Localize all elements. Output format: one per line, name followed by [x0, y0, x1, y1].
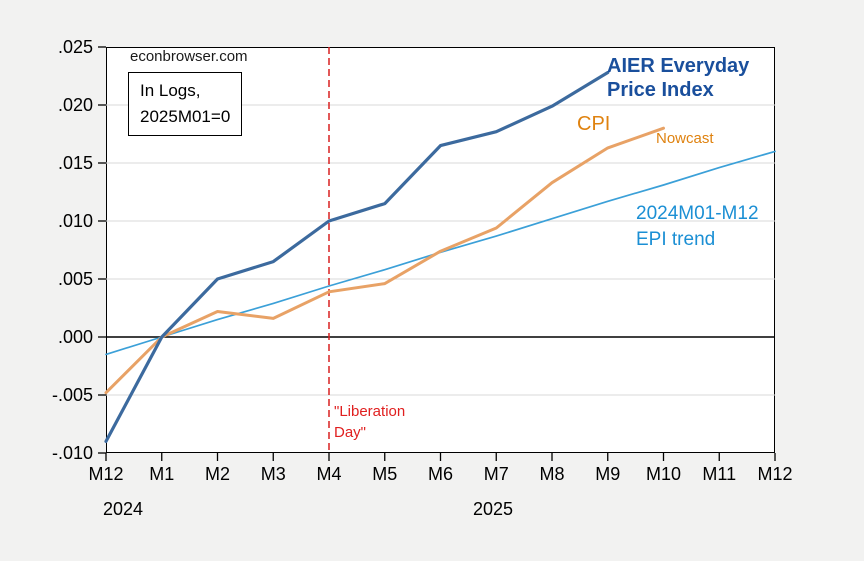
note-line-2: 2025M01=0	[140, 107, 231, 126]
x-tick-label: M10	[646, 464, 681, 484]
watermark-text: econbrowser.com	[130, 48, 248, 65]
series-label-cpi: CPI	[577, 113, 611, 135]
x-tick-label: M8	[539, 464, 564, 484]
x-tick-label: M2	[205, 464, 230, 484]
series-label-epi-line1: AIER Everyday	[607, 55, 750, 77]
y-tick-label: .015	[58, 153, 93, 173]
x-tick-label: M12	[757, 464, 792, 484]
y-tick-label: .010	[58, 211, 93, 231]
x-tick-label: M5	[372, 464, 397, 484]
y-tick-label: -.005	[52, 385, 93, 405]
x-axis-year-2024: 2024	[103, 499, 144, 519]
series-label-trend-line2: EPI trend	[636, 229, 716, 250]
series-label-epi-line2: Price Index	[607, 79, 714, 101]
event-annotation-line2: Day"	[334, 424, 366, 441]
event-annotation: "Liberation Day"	[334, 401, 405, 443]
note-box: In Logs, 2025M01=0	[128, 72, 243, 136]
series-line-cpi-nowcast	[104, 126, 665, 395]
y-tick-label: .020	[58, 95, 93, 115]
series-label-trend: 2024M01-M12 EPI trend	[636, 201, 759, 253]
y-tick-label: .025	[58, 37, 93, 57]
series-label-nowcast: Nowcast	[656, 130, 714, 147]
x-tick-label: M1	[149, 464, 174, 484]
x-tick-label: M6	[428, 464, 453, 484]
x-axis-year-2025: 2025	[473, 499, 514, 519]
y-tick-label: .000	[58, 327, 93, 347]
x-tick-label: M4	[316, 464, 341, 484]
y-tick-label: -.010	[52, 443, 93, 463]
series-label-trend-line1: 2024M01-M12	[636, 203, 759, 224]
y-tick-label: .005	[58, 269, 93, 289]
x-tick-label: M3	[261, 464, 286, 484]
x-tick-label: M12	[88, 464, 123, 484]
x-tick-label: M11	[702, 464, 736, 484]
series-label-epi: AIER Everyday Price Index	[607, 54, 749, 102]
x-tick-label: M9	[595, 464, 620, 484]
x-tick-label: M7	[484, 464, 509, 484]
event-annotation-line1: "Liberation	[334, 403, 406, 420]
series-line-aier-everyday-price-index	[104, 70, 610, 443]
note-line-1: In Logs,	[140, 81, 201, 100]
